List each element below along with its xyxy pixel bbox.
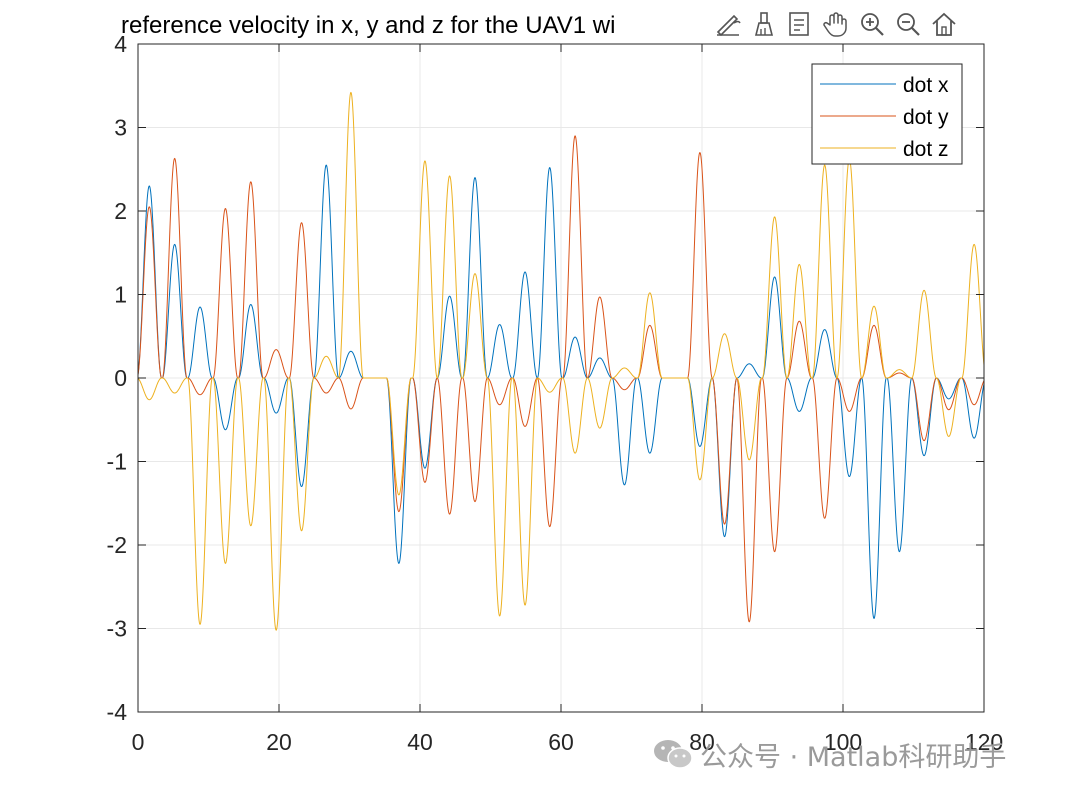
y-tick-label: 0 [114,365,127,391]
legend[interactable]: dot x dot y dot z [811,63,963,165]
y-tick-label: 3 [114,115,127,141]
watermark: 公众号 · Matlab科研助手 [652,735,1006,773]
legend-label: dot x [903,74,949,97]
x-tick-label: 60 [548,729,574,755]
chart-title: reference velocity in x, y and z for the… [121,12,615,39]
y-tick-label: 4 [114,31,127,57]
y-tick-label: 1 [114,282,127,308]
home-icon[interactable] [928,7,960,41]
y-tick-label: 2 [114,198,127,224]
pan-icon[interactable] [820,7,852,41]
y-tick-label: -1 [107,449,127,475]
y-tick-label: -4 [107,699,128,725]
data-tips-icon[interactable] [784,7,816,41]
x-axis: 0 20 40 60 80 100 120 [132,44,1003,755]
zoom-out-icon[interactable] [892,7,924,41]
series-line-dot-z [137,91,985,631]
x-tick-label: 100 [824,729,862,755]
wechat-logo [654,740,693,769]
y-tick-label: -3 [107,616,127,642]
series-line-dot-x [137,164,985,619]
x-tick-label: 120 [965,729,1003,755]
series-group [137,91,985,631]
x-tick-label: 80 [689,729,715,755]
legend-label: dot y [903,106,949,129]
axes-toolbar [712,4,960,44]
series-line-dot-y [137,135,985,623]
brush-icon[interactable] [748,7,780,41]
legend-box [811,63,963,165]
x-tick-label: 0 [132,729,145,755]
x-tick-label: 40 [407,729,433,755]
x-tick-label: 20 [266,729,292,755]
y-tick-label: -2 [107,532,127,558]
watermark-text: 公众号 · Matlab科研助手 [700,741,1007,773]
y-axis: -4 -3 -2 -1 0 1 2 3 4 [107,31,984,725]
legend-label: dot z [903,138,949,161]
edit-icon[interactable] [712,7,744,41]
zoom-in-icon[interactable] [856,7,888,41]
